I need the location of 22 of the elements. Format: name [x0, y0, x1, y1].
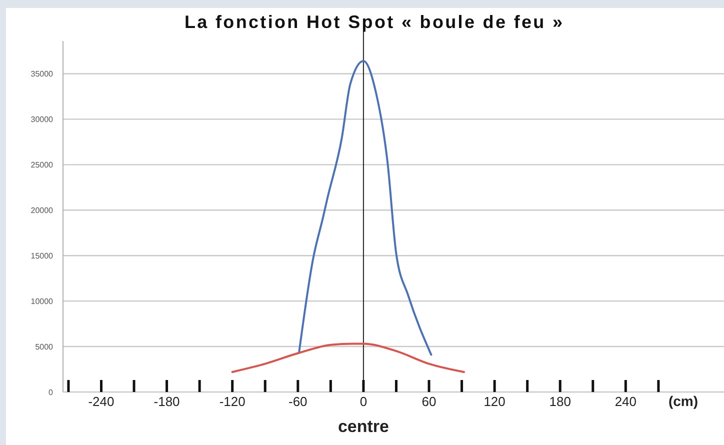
x-tick-label: 120	[484, 394, 506, 409]
x-tick-label: 240	[614, 394, 637, 409]
x-axis-title: (cm)	[668, 393, 698, 409]
chart-title: La fonction Hot Spot « boule de feu »	[184, 12, 562, 32]
line-series	[231, 342, 465, 373]
x-tick-label: 60	[422, 394, 436, 409]
y-tick-label: 5000	[35, 342, 54, 352]
y-tick-label: 0	[48, 388, 54, 397]
x-tick-label: -180	[154, 394, 180, 409]
x-tick-label: -60	[288, 394, 308, 409]
y-tick-label: 30000	[30, 115, 54, 124]
y-tick-label: 10000	[30, 296, 54, 306]
x-tick-label: 180	[549, 394, 571, 409]
x-tick-label: -240	[88, 394, 114, 409]
y-tick-label: 20000	[30, 206, 54, 215]
y-tick-label: 15000	[30, 251, 54, 260]
y-tick-label: 35000	[30, 70, 54, 79]
y-tick-label: 25000	[30, 160, 54, 170]
x-tick-label: 0	[360, 394, 368, 409]
x-tick-label: -120	[219, 394, 246, 409]
line-series	[298, 60, 432, 356]
ref-line-label: centre	[338, 417, 389, 436]
